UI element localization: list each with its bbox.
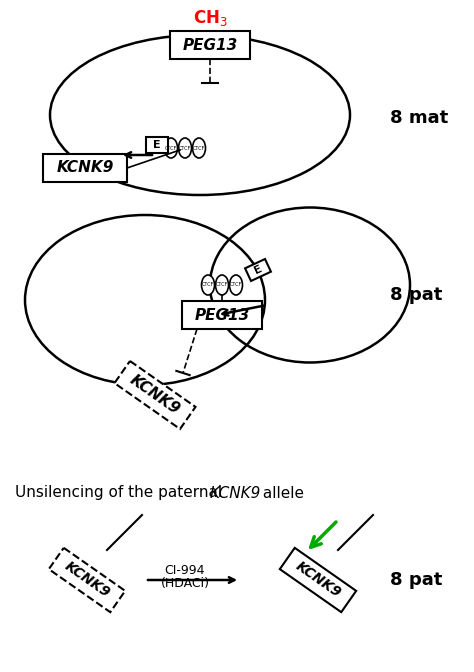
Text: E: E	[253, 264, 264, 276]
Text: KCNK9: KCNK9	[210, 485, 261, 501]
Bar	[182, 301, 262, 329]
Text: KCNK9: KCNK9	[127, 372, 183, 417]
Text: 8 mat: 8 mat	[390, 109, 448, 127]
Text: CTCF: CTCF	[216, 282, 228, 288]
Ellipse shape	[216, 275, 228, 295]
Ellipse shape	[229, 275, 243, 295]
Text: (HDACi): (HDACi)	[161, 577, 210, 589]
Text: KCNK9: KCNK9	[292, 559, 343, 601]
Text: CTCF: CTCF	[202, 282, 214, 288]
Bar	[245, 259, 271, 281]
Text: allele: allele	[258, 485, 304, 501]
Ellipse shape	[164, 138, 177, 158]
Bar	[43, 154, 128, 182]
Text: CI-994: CI-994	[165, 564, 205, 577]
Text: CTCF: CTCF	[193, 146, 205, 151]
Text: 8 pat: 8 pat	[390, 286, 442, 304]
Ellipse shape	[201, 275, 215, 295]
Text: CTCF: CTCF	[165, 146, 177, 151]
Ellipse shape	[179, 138, 191, 158]
Text: PEG13: PEG13	[194, 308, 250, 323]
Bar	[170, 31, 250, 59]
Text: CTCF: CTCF	[230, 282, 242, 288]
Bar	[115, 361, 195, 429]
Text: KCNK9: KCNK9	[56, 161, 114, 175]
Text: E: E	[153, 140, 161, 150]
Text: Unsilencing of the paternal: Unsilencing of the paternal	[15, 485, 227, 501]
Text: 8 pat: 8 pat	[390, 571, 442, 589]
Text: CH$_3$: CH$_3$	[192, 8, 228, 28]
Text: PEG13: PEG13	[182, 38, 237, 52]
Ellipse shape	[192, 138, 206, 158]
Bar	[280, 548, 356, 612]
Bar	[146, 137, 168, 153]
Text: CTCF: CTCF	[179, 146, 191, 151]
Bar	[49, 548, 125, 612]
Text: KCNK9: KCNK9	[62, 559, 112, 601]
